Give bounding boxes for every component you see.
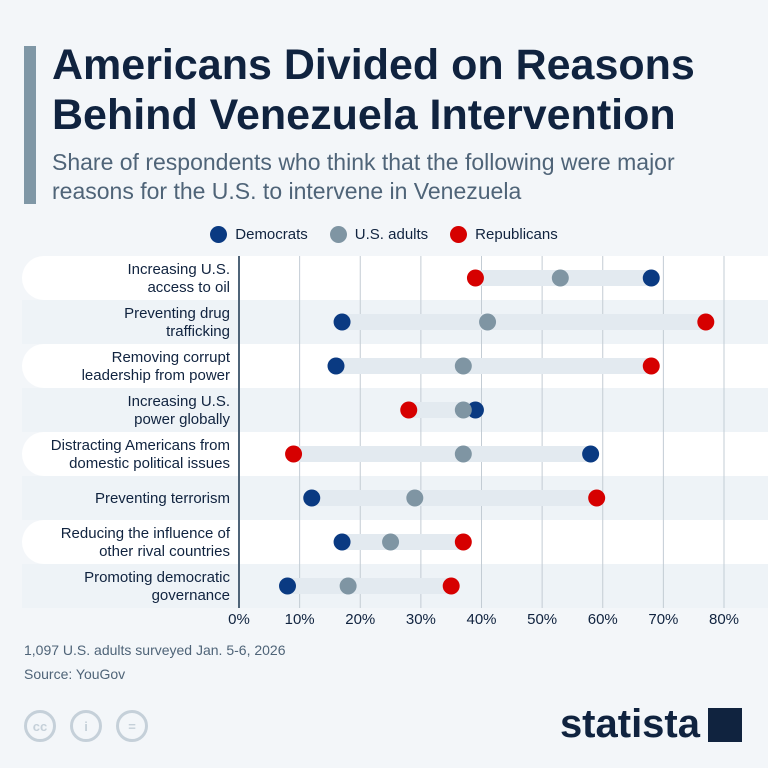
- x-tick-label: 70%: [648, 611, 678, 628]
- dot-u-s-adults: [454, 401, 472, 419]
- dot-democrats: [333, 313, 351, 331]
- range-bar: [293, 446, 591, 462]
- dot-republicans: [454, 533, 472, 551]
- category-label: Increasing U.S. power globally: [127, 393, 230, 428]
- x-tick-label: 80%: [709, 611, 739, 628]
- x-tick-label: 10%: [285, 611, 315, 628]
- x-tick-label: 60%: [588, 611, 618, 628]
- chart-subtitle: Share of respondents who think that the …: [52, 149, 675, 204]
- legend-marker: [450, 226, 468, 243]
- chart-title: Americans Divided on Reasons Behind Vene…: [52, 41, 695, 139]
- x-tick-label: 30%: [406, 611, 436, 628]
- x-tick-label: 0%: [228, 611, 250, 628]
- legend-label: U.S. adults: [354, 226, 429, 243]
- dot-republicans: [285, 445, 303, 463]
- dot-u-s-adults: [406, 489, 424, 507]
- legend-label: Democrats: [235, 226, 308, 243]
- dot-republicans: [400, 401, 418, 419]
- range-bar: [342, 534, 464, 550]
- dot-u-s-adults: [339, 577, 357, 595]
- brand-name: statista: [559, 702, 700, 746]
- dot-democrats: [582, 445, 600, 463]
- dot-u-s-adults: [382, 533, 400, 551]
- dot-u-s-adults: [551, 269, 569, 287]
- survey-note: 1,097 U.S. adults surveyed Jan. 5-6, 202…: [24, 642, 286, 658]
- x-tick-label: 40%: [466, 611, 496, 628]
- legend-marker: [329, 226, 347, 243]
- accent-bar: [24, 46, 36, 204]
- legend-label: Republicans: [475, 226, 558, 243]
- category-label: Removing corrupt leadership from power: [82, 349, 231, 384]
- dot-republicans: [697, 313, 715, 331]
- attribution-icon: i: [70, 710, 102, 742]
- dot-u-s-adults: [479, 313, 497, 331]
- category-label: Preventing terrorism: [95, 490, 230, 507]
- row-background: [22, 388, 768, 432]
- dot-democrats: [333, 533, 351, 551]
- dot-democrats: [327, 357, 345, 375]
- range-bar: [287, 578, 452, 594]
- dot-democrats: [303, 489, 321, 507]
- legend-item: U.S. adults: [329, 226, 429, 243]
- no-derivatives-icon: =: [116, 710, 148, 742]
- legend-item: Democrats: [210, 226, 308, 243]
- statista-logo-icon: [708, 707, 742, 742]
- dot-republicans: [588, 489, 606, 507]
- dot-democrats: [466, 401, 484, 419]
- dot-democrats: [642, 269, 660, 287]
- legend-marker: [210, 226, 228, 243]
- category-label: Promoting democratic governance: [84, 569, 230, 604]
- x-tick-label: 50%: [527, 611, 557, 628]
- dot-republicans: [642, 357, 660, 375]
- dot-u-s-adults: [454, 445, 472, 463]
- range-bar: [311, 490, 597, 506]
- category-label: Reducing the influence of other rival cou…: [61, 525, 231, 560]
- cc-icon: cc: [24, 710, 56, 742]
- dot-u-s-adults: [454, 357, 472, 375]
- category-label: Increasing U.S. access to oil: [127, 261, 230, 296]
- range-bar: [342, 314, 706, 330]
- dot-republicans: [442, 577, 460, 595]
- row-background: [22, 256, 768, 300]
- statista-logo: statista: [560, 702, 742, 747]
- category-label: Distracting Americans from domestic polit…: [51, 437, 230, 472]
- category-label: Preventing drug trafficking: [124, 305, 230, 340]
- range-bar: [336, 358, 652, 374]
- source: Source: YouGov: [24, 666, 126, 682]
- legend-item: Republicans: [450, 226, 558, 243]
- legend: Democrats U.S. adults Republicans: [0, 226, 768, 243]
- x-tick-label: 20%: [345, 611, 375, 628]
- dot-democrats: [279, 577, 296, 595]
- dot-republicans: [466, 269, 484, 287]
